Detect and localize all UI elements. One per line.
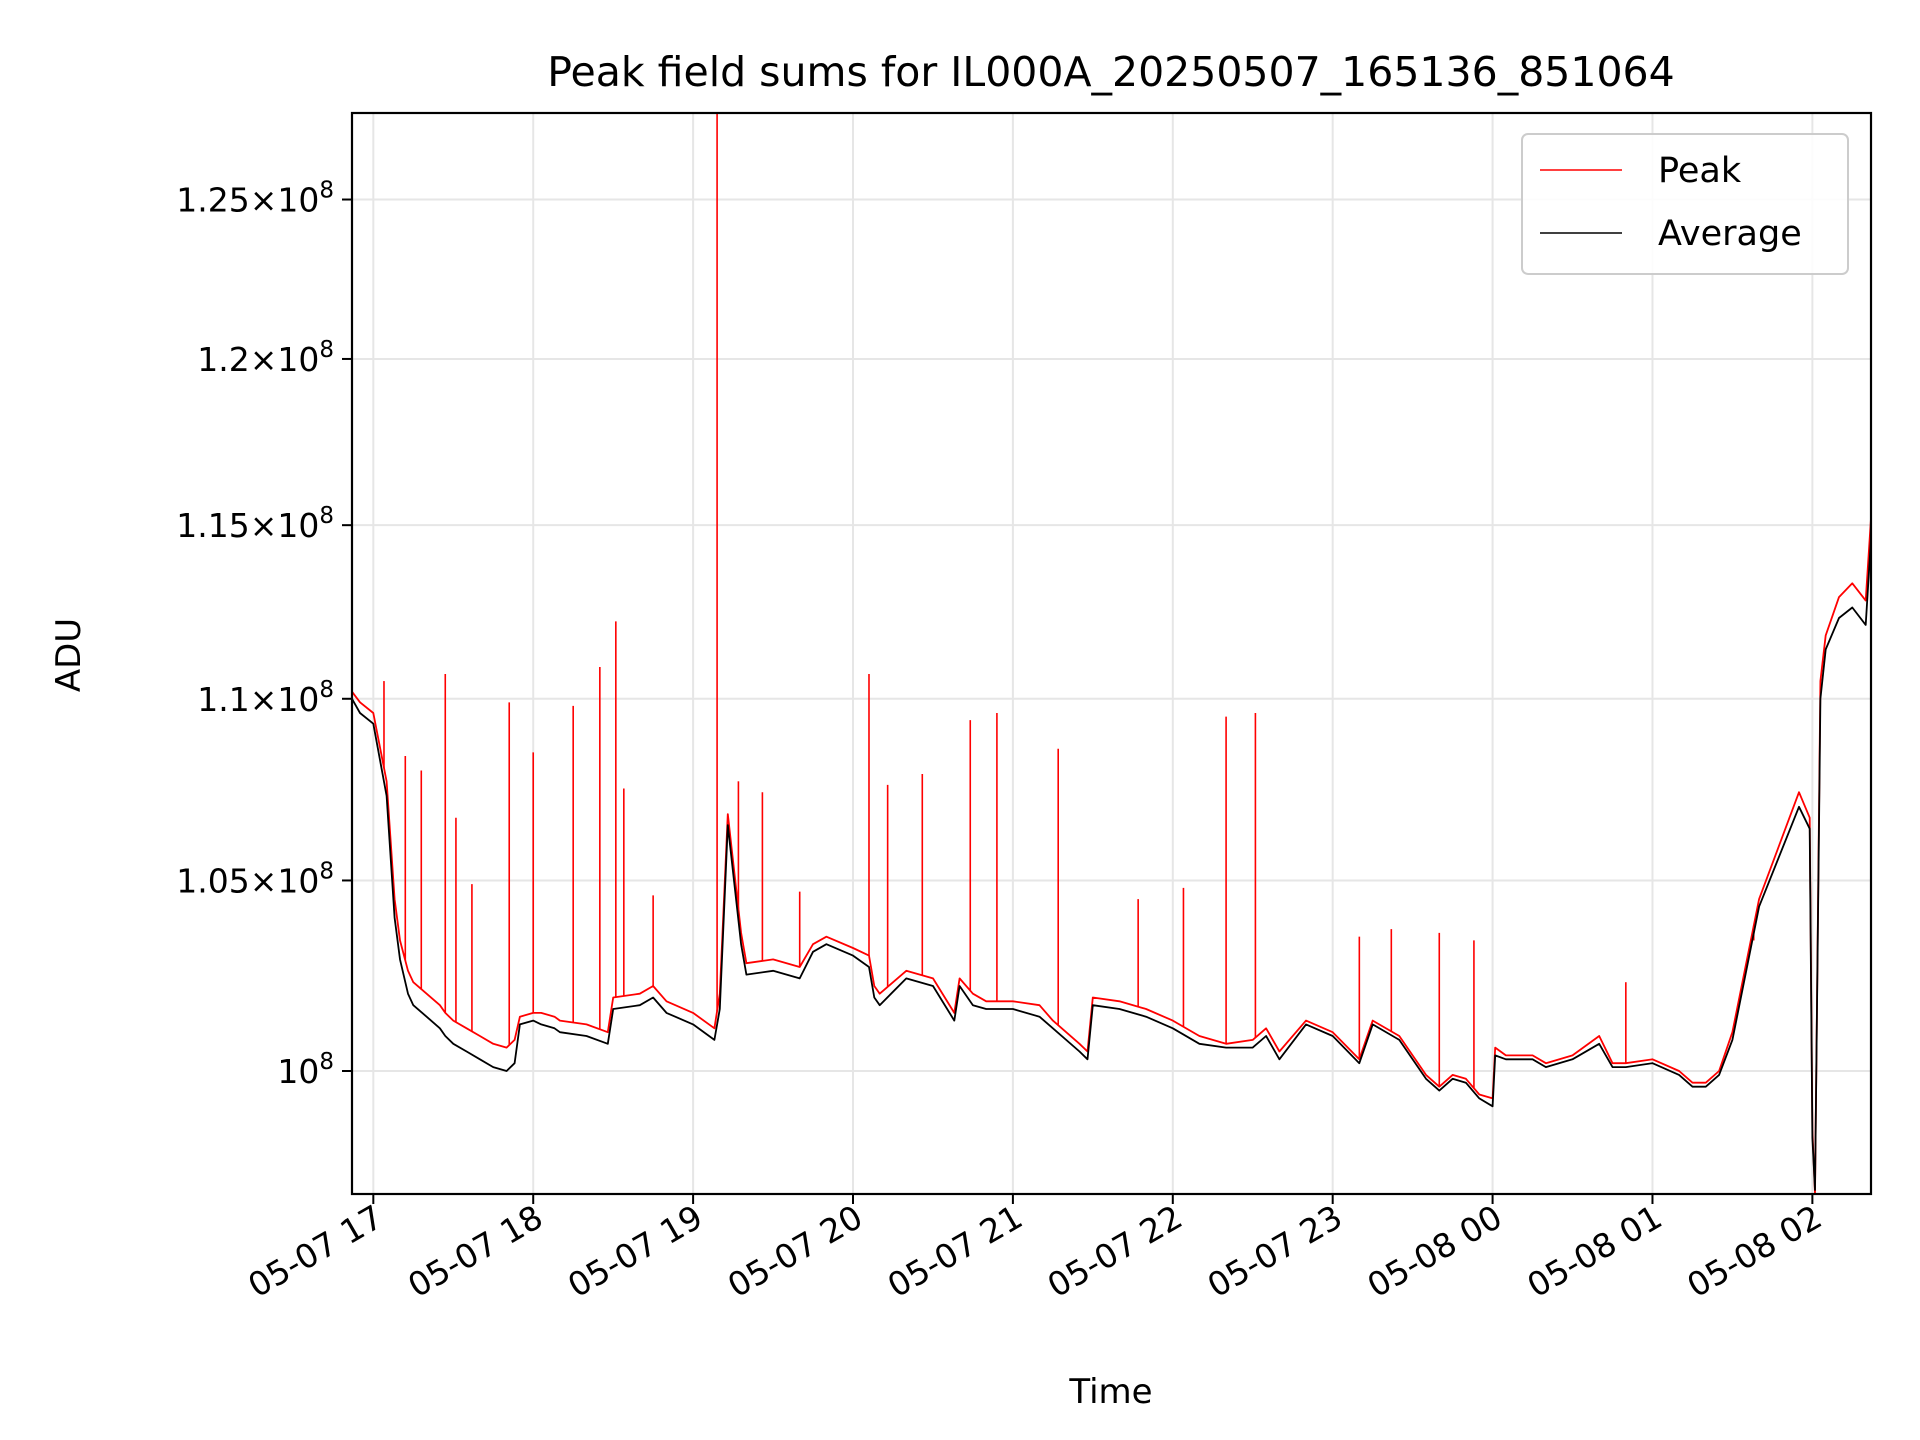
axis-ticks: 05-07 17 05-07 18 05-07 19 05-07 20 05-07 21…	[176, 178, 1828, 1306]
legend: Peak Average	[1521, 133, 1849, 275]
series-line-peak	[351, 518, 1872, 1195]
x-axis-title: Time	[1068, 1372, 1152, 1412]
x-tick-label: 05-07 21	[881, 1197, 1029, 1305]
legend-box	[1521, 133, 1849, 275]
x-tick-label: 05-08 00	[1361, 1197, 1509, 1305]
series-line-average	[351, 538, 1872, 1191]
chart-title: Peak field sums for IL000A_20250507_1651…	[547, 48, 1674, 96]
legend-label-average: Average	[1658, 214, 1802, 254]
x-tick-label: 05-07 19	[561, 1197, 709, 1305]
legend-label-peak: Peak	[1658, 151, 1742, 191]
series-lines	[351, 114, 1872, 1195]
y-tick-label: 1.25×108	[176, 178, 334, 220]
grid-lines	[352, 113, 1871, 1194]
x-tick-label: 05-08 02	[1680, 1197, 1828, 1305]
x-tick-label: 05-07 22	[1041, 1197, 1189, 1305]
x-tick-label: 05-07 18	[401, 1197, 549, 1305]
plot-frame	[350, 111, 1873, 1196]
y-tick-label: 1.15×108	[176, 503, 334, 545]
x-tick-label: 05-07 20	[721, 1197, 869, 1305]
x-tick-label: 05-07 23	[1201, 1197, 1349, 1305]
x-tick-label: 05-07 17	[241, 1197, 389, 1305]
y-tick-label: 108	[277, 1049, 334, 1091]
y-tick-label: 1.1×108	[197, 677, 334, 719]
y-tick-label: 1.05×108	[176, 858, 334, 900]
y-tick-label: 1.2×108	[197, 337, 334, 379]
y-axis-title: ADU	[49, 618, 89, 692]
x-tick-label: 05-08 01	[1520, 1197, 1668, 1305]
